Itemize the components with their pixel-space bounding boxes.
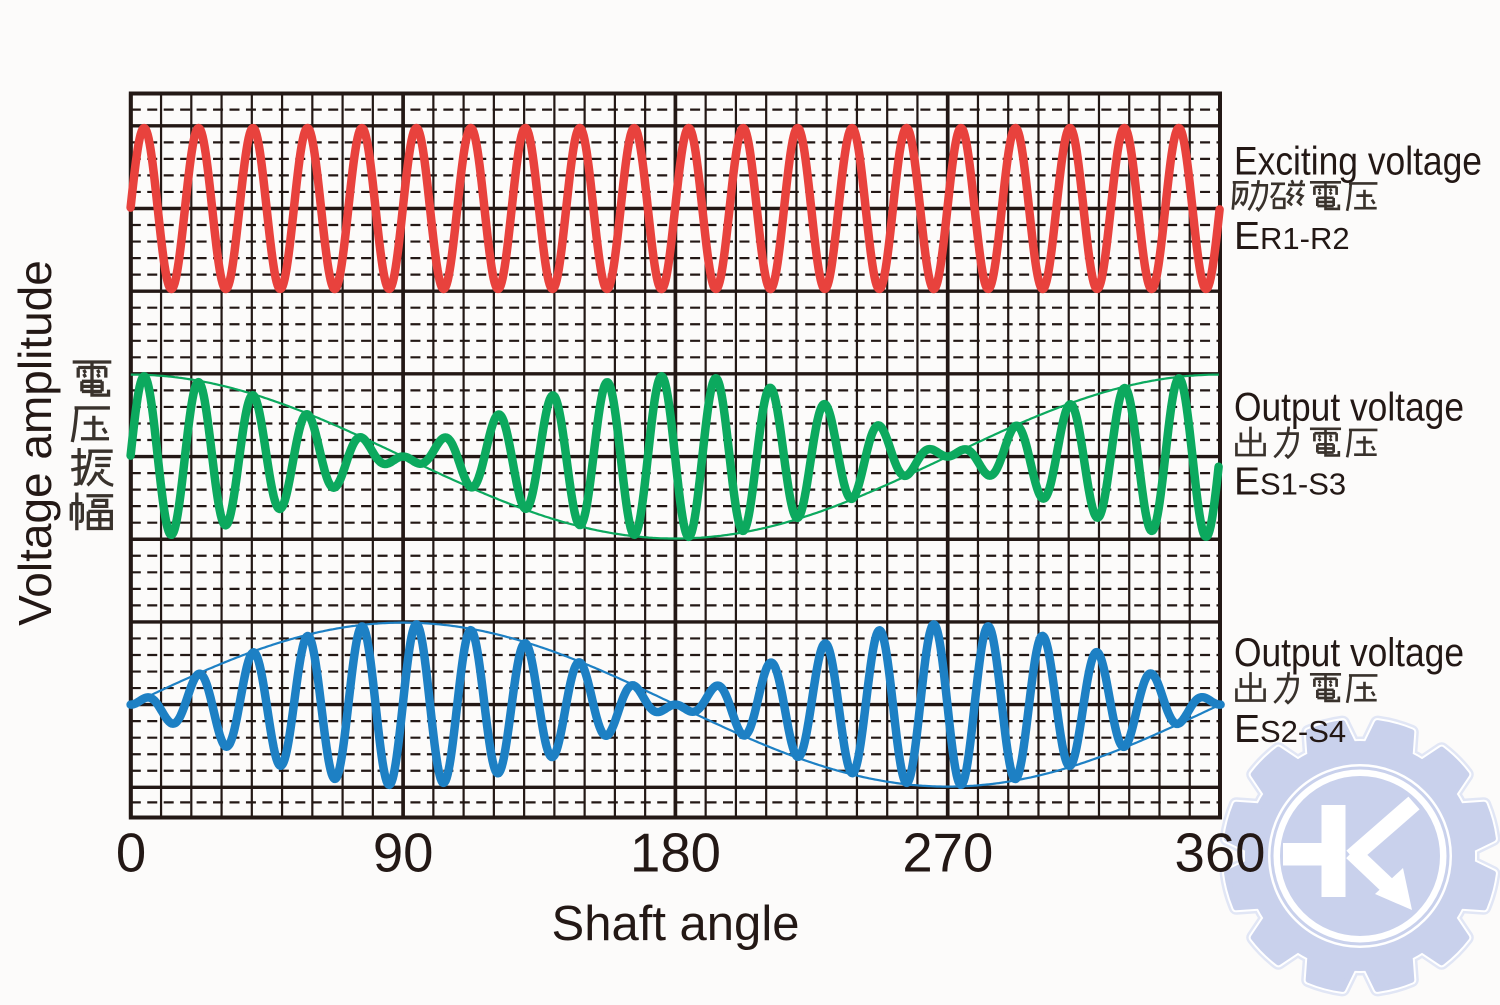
svg-text:S2-S4: S2-S4 [1260, 714, 1346, 749]
svg-text:R1-R2: R1-R2 [1260, 221, 1350, 256]
svg-text:S1-S3: S1-S3 [1260, 467, 1346, 502]
svg-text:E: E [1234, 708, 1260, 751]
svg-text:Output voltage: Output voltage [1234, 631, 1464, 675]
svg-text:Output voltage: Output voltage [1234, 386, 1464, 430]
svg-text:180: 180 [630, 822, 721, 883]
svg-text:Exciting voltage: Exciting voltage [1234, 140, 1482, 184]
svg-text:0: 0 [116, 822, 146, 883]
svg-text:270: 270 [902, 822, 993, 883]
svg-text:360: 360 [1175, 822, 1266, 883]
svg-text:Voltage amplitude: Voltage amplitude [9, 260, 61, 626]
svg-text:E: E [1234, 215, 1260, 258]
svg-text:E: E [1234, 461, 1260, 504]
svg-text:Shaft angle: Shaft angle [552, 897, 800, 951]
svg-text:90: 90 [373, 822, 434, 883]
